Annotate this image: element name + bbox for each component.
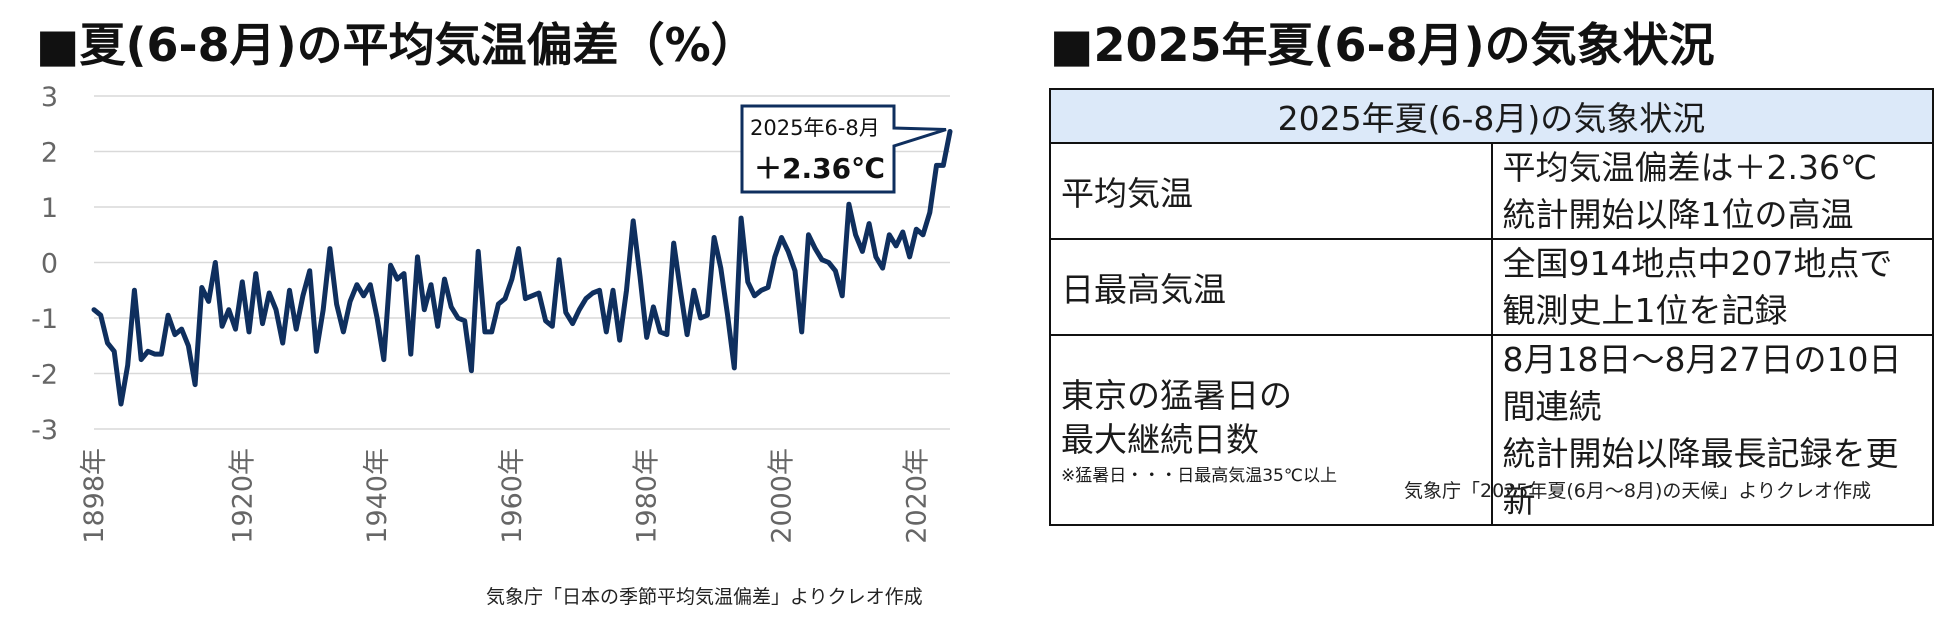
callout-box	[740, 104, 947, 194]
row-value-line: 8月18日〜8月27日の10日間連続	[1502, 340, 1902, 426]
callout-period-label: 2025年6-8月	[750, 116, 880, 140]
row-value-line: 全国914地点中207地点で	[1502, 244, 1893, 283]
row-label-text: 日最高気温	[1061, 270, 1226, 309]
callout-value-label: ＋2.36℃	[754, 152, 885, 185]
y-tick-label: 0	[41, 249, 58, 280]
temperature-anomaly-chart: 3 2 1 0 -1 -2 -3 1898年 1920年 1940年 1960年 1980年 2000…	[31, 82, 953, 544]
x-tick-label: 1960年	[497, 448, 528, 544]
x-tick-label: 1920年	[227, 448, 258, 544]
row-label-tokyo-heat-days: 東京の猛暑日の 最大継続日数 ※猛暑日・・・日最高気温35℃以上	[1049, 334, 1493, 526]
y-axis: 3 2 1 0 -1 -2 -3	[31, 82, 58, 446]
x-tick-label: 1980年	[632, 448, 663, 544]
table-row: 東京の猛暑日の 最大継続日数 ※猛暑日・・・日最高気温35℃以上 8月18日〜8…	[1049, 334, 1934, 526]
chart-source-note: 気象庁「日本の季節平均気温偏差」よりクレオ作成	[486, 586, 923, 608]
row-label-average-temperature: 平均気温	[1049, 142, 1493, 240]
y-tick-label: 3	[41, 82, 58, 113]
row-label-text: 平均気温	[1061, 174, 1193, 213]
y-tick-label: 2	[41, 138, 58, 169]
y-tick-label: -2	[31, 360, 58, 391]
row-value-line: 統計開始以降最長記録を更新	[1502, 434, 1899, 520]
series-layer	[91, 129, 953, 407]
y-tick-label: -1	[31, 304, 58, 335]
callout: 2025年6-8月 ＋2.36℃	[740, 104, 947, 194]
table-header: 2025年夏(6-8月)の気象状況	[1049, 88, 1934, 144]
row-value-line: 観測史上1位を記録	[1502, 291, 1788, 330]
chart-grid	[94, 95, 950, 430]
y-tick-label: 1	[41, 193, 58, 224]
y-tick-label: -3	[31, 415, 58, 446]
table-header-row: 2025年夏(6-8月)の気象状況	[1049, 88, 1934, 144]
chart-title: ■夏(6-8月)の平均気温偏差（%）	[36, 18, 757, 72]
row-value-average-temperature: 平均気温偏差は＋2.36℃ 統計開始以降1位の高温	[1490, 142, 1934, 240]
x-tick-label: 1940年	[362, 448, 393, 544]
row-value-line: 平均気温偏差は＋2.36℃	[1502, 148, 1878, 187]
x-axis: 1898年 1920年 1940年 1960年 1980年 2000年 2020年	[79, 448, 932, 544]
row-value-tokyo-heat-days: 8月18日〜8月27日の10日間連続 統計開始以降最長記録を更新	[1490, 334, 1934, 526]
table-source-note: 気象庁「2025年夏(6月〜8月)の天候」よりクレオ作成	[1404, 480, 1871, 502]
x-tick-label: 2020年	[901, 448, 932, 544]
table-row: 日最高気温 全国914地点中207地点で 観測史上1位を記録	[1049, 238, 1934, 336]
row-value-max-temperature: 全国914地点中207地点で 観測史上1位を記録	[1490, 238, 1934, 336]
x-tick-label: 2000年	[766, 448, 797, 544]
row-label-text: 東京の猛暑日の	[1061, 376, 1292, 415]
series-line	[91, 129, 953, 407]
table-section-title: ■2025年夏(6-8月)の気象状況	[1050, 18, 1715, 72]
weather-summary-table: 2025年夏(6-8月)の気象状況 平均気温 平均気温偏差は＋2.36℃ 統計開…	[1049, 88, 1934, 526]
row-label-max-temperature: 日最高気温	[1049, 238, 1493, 336]
row-value-line: 統計開始以降1位の高温	[1502, 195, 1854, 234]
table-row: 平均気温 平均気温偏差は＋2.36℃ 統計開始以降1位の高温	[1049, 142, 1934, 240]
row-label-footnote: ※猛暑日・・・日最高気温35℃以上	[1061, 466, 1337, 486]
x-tick-label: 1898年	[79, 448, 110, 544]
row-label-text: 最大継続日数	[1061, 420, 1259, 459]
